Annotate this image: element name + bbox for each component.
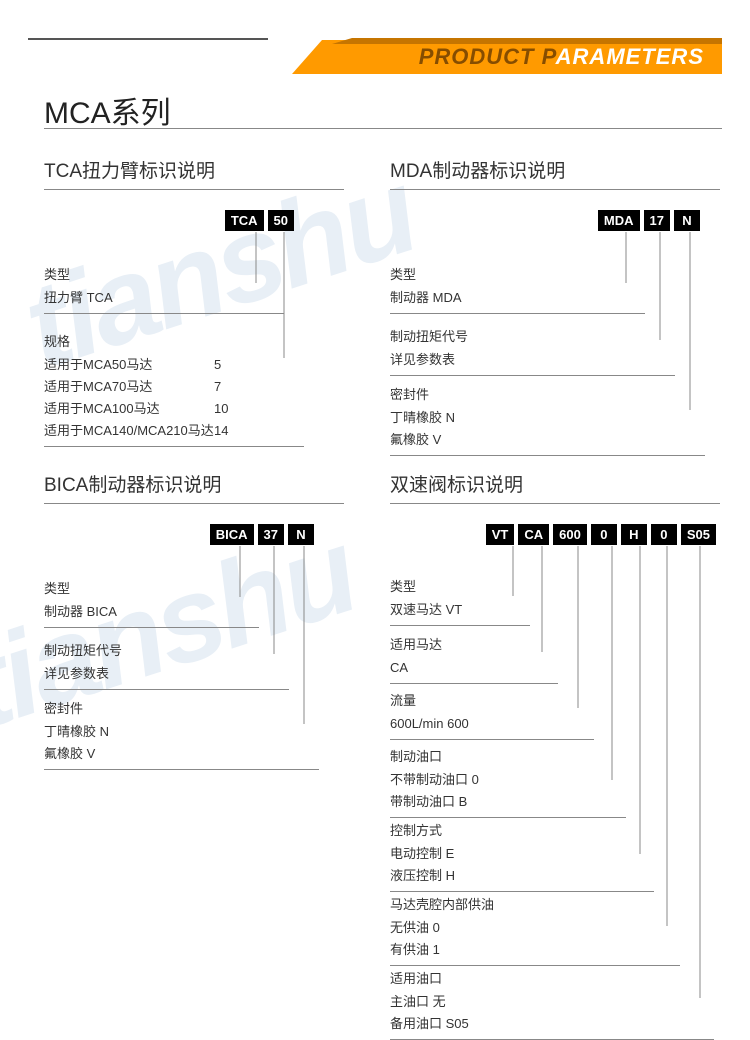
field: 类型 双速马达 VT <box>390 576 530 626</box>
field-line: 带制动油口 B <box>390 791 626 813</box>
field-line: 电动控制 E <box>390 843 654 865</box>
banner-text: PRODUCT PARAMETERS <box>419 44 704 70</box>
field-line: 丁晴橡胶 N <box>44 721 319 743</box>
section-mda: MDA制动器标识说明 MDA 17 N 类型 制动器 MDA 制动扭矩代号 详见… <box>390 156 720 450</box>
field-line: 氟橡胶 V <box>390 429 705 451</box>
field-line: 有供油 1 <box>390 939 680 961</box>
code-box: MDA <box>598 210 640 231</box>
code-box: S05 <box>681 524 716 545</box>
field-line: 详见参数表 <box>390 349 675 371</box>
field-line: 备用油口 S05 <box>390 1013 714 1035</box>
code-box: BICA <box>210 524 254 545</box>
section-rule <box>44 503 344 504</box>
field: 密封件 丁晴橡胶 N 氟橡胶 V <box>390 384 705 456</box>
page-title: MCA系列 <box>44 88 171 132</box>
code-box: 37 <box>258 524 284 545</box>
code-box: 17 <box>644 210 670 231</box>
section-vt: 双速阀标识说明 VT CA 600 0 H 0 S05 类型 双速马达 VT 适… <box>390 470 720 1034</box>
field-line: 适用于MCA70马达7 <box>44 376 304 398</box>
field: 制动扭矩代号 详见参数表 <box>390 326 675 376</box>
field-line: 液压控制 H <box>390 865 654 887</box>
field-line: 氟橡胶 V <box>44 743 319 765</box>
field-title: 密封件 <box>390 384 705 403</box>
field-line: 适用于MCA50马达5 <box>44 354 304 376</box>
code-box: TCA <box>225 210 264 231</box>
code-box: 0 <box>651 524 677 545</box>
section-title: MDA制动器标识说明 <box>390 156 720 183</box>
field: 类型 制动器 BICA <box>44 578 259 628</box>
title-rule <box>44 128 722 129</box>
field-title: 流量 <box>390 690 594 709</box>
code-row: MDA 17 N <box>598 210 700 231</box>
field-title: 马达壳腔内部供油 <box>390 894 680 913</box>
field-title: 控制方式 <box>390 820 654 839</box>
field-line: 适用于MCA140/MCA210马达14 <box>44 420 304 442</box>
code-row: BICA 37 N <box>210 524 314 545</box>
field-line: 扭力臂 TCA <box>44 287 284 309</box>
code-row: TCA 50 <box>225 210 294 231</box>
field: 马达壳腔内部供油 无供油 0 有供油 1 <box>390 894 680 966</box>
code-box: N <box>674 210 700 231</box>
code-box: H <box>621 524 647 545</box>
field: 制动油口 不带制动油口 0 带制动油口 B <box>390 746 626 818</box>
field: 适用马达 CA <box>390 634 558 684</box>
field: 规格 适用于MCA50马达5 适用于MCA70马达7 适用于MCA100马达10… <box>44 331 304 447</box>
code-box: 50 <box>268 210 294 231</box>
field: 类型 制动器 MDA <box>390 264 645 314</box>
field-title: 制动扭矩代号 <box>390 326 675 345</box>
field-line: 适用于MCA100马达10 <box>44 398 304 420</box>
field: 密封件 丁晴橡胶 N 氟橡胶 V <box>44 698 319 770</box>
field-line: 600L/min 600 <box>390 713 594 735</box>
top-rule <box>28 38 268 40</box>
field-line: CA <box>390 657 558 679</box>
field-title: 类型 <box>44 578 259 597</box>
code-box: CA <box>518 524 549 545</box>
code-box: N <box>288 524 314 545</box>
section-tca: TCA扭力臂标识说明 TCA 50 类型 扭力臂 TCA 规格 适用于MCA50… <box>44 156 344 440</box>
field: 制动扭矩代号 详见参数表 <box>44 640 289 690</box>
field: 流量 600L/min 600 <box>390 690 594 740</box>
banner: PRODUCT PARAMETERS <box>292 38 722 76</box>
field-line: 无供油 0 <box>390 917 680 939</box>
field-title: 适用油口 <box>390 968 714 987</box>
field-title: 密封件 <box>44 698 319 717</box>
field-title: 制动油口 <box>390 746 626 765</box>
field-line: 详见参数表 <box>44 663 289 685</box>
field-line: 双速马达 VT <box>390 599 530 621</box>
field: 控制方式 电动控制 E 液压控制 H <box>390 820 654 892</box>
field-title: 类型 <box>44 264 284 283</box>
section-rule <box>44 189 344 190</box>
field: 适用油口 主油口 无 备用油口 S05 <box>390 968 714 1040</box>
section-title: 双速阀标识说明 <box>390 470 720 497</box>
field-title: 适用马达 <box>390 634 558 653</box>
field-title: 类型 <box>390 264 645 283</box>
field: 类型 扭力臂 TCA <box>44 264 284 314</box>
section-title: BICA制动器标识说明 <box>44 470 344 497</box>
section-title: TCA扭力臂标识说明 <box>44 156 344 183</box>
code-box: 0 <box>591 524 617 545</box>
section-bica: BICA制动器标识说明 BICA 37 N 类型 制动器 BICA 制动扭矩代号… <box>44 470 344 764</box>
field-title: 制动扭矩代号 <box>44 640 289 659</box>
field-line: 制动器 BICA <box>44 601 259 623</box>
section-rule <box>390 189 720 190</box>
field-line: 制动器 MDA <box>390 287 645 309</box>
section-rule <box>390 503 720 504</box>
field-line: 主油口 无 <box>390 991 714 1013</box>
code-row: VT CA 600 0 H 0 S05 <box>486 524 716 545</box>
code-box: VT <box>486 524 515 545</box>
field-title: 规格 <box>44 331 304 350</box>
field-line: 不带制动油口 0 <box>390 769 626 791</box>
field-line: 丁晴橡胶 N <box>390 407 705 429</box>
code-box: 600 <box>553 524 587 545</box>
field-title: 类型 <box>390 576 530 595</box>
